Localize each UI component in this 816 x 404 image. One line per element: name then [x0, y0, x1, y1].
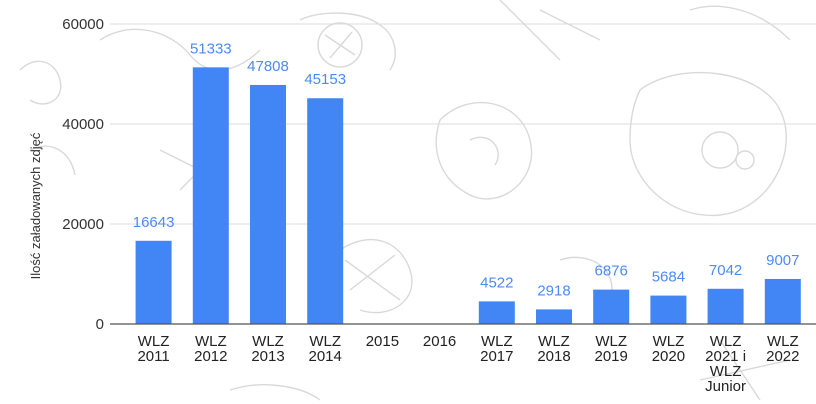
data-label: 16643 — [133, 214, 175, 231]
x-tick-label-line: 2011 — [137, 348, 169, 365]
data-label: 51333 — [190, 40, 232, 57]
x-tick-label-line: WLZ — [309, 333, 341, 350]
y-tick-label: 0 — [96, 316, 104, 333]
x-tick-label-line: 2020 — [652, 348, 685, 365]
x-tick-label-line: 2022 — [766, 348, 799, 365]
x-tick-label-line: WLZ — [195, 333, 227, 350]
x-tick-label: WLZ 2011 — [137, 333, 169, 365]
bar — [650, 295, 687, 324]
bars — [135, 67, 801, 325]
x-tick-label: WLZ 2020 — [652, 333, 685, 365]
x-tick-label: WLZ 2019 — [595, 333, 628, 365]
x-tick-label-line: WLZ — [595, 333, 627, 350]
x-tick-label-line: WLZ — [252, 333, 284, 350]
x-tick-label-line: Junior — [705, 378, 746, 395]
x-tick-label: WLZ 2018 — [537, 333, 570, 365]
x-tick-label: 2015 — [366, 333, 399, 350]
data-labels: 16643 51333 47808 45153 4522 2918 6876 5684 7042… — [133, 40, 800, 299]
data-label: 7042 — [709, 262, 742, 279]
x-tick-label-line: WLZ — [710, 333, 742, 350]
bar — [307, 98, 344, 324]
bar — [478, 301, 515, 324]
bar — [536, 309, 572, 324]
x-tick-label-line: WLZ — [710, 363, 742, 380]
x-tick-label-line: 2021 i — [705, 348, 746, 365]
x-tick-label: WLZ 2013 — [251, 333, 284, 365]
background-doodles — [19, 0, 791, 401]
data-label: 47808 — [247, 58, 289, 75]
x-tick-label: WLZ 2014 — [309, 333, 342, 365]
x-tick-label-line: 2013 — [251, 348, 284, 365]
x-tick-label-line: WLZ — [767, 333, 799, 350]
x-tick-label-line: 2014 — [309, 348, 342, 365]
x-tick-label: WLZ 2021 i WLZ Junior — [705, 333, 746, 395]
x-tick-label-line: WLZ — [481, 333, 513, 350]
x-tick-label-line: 2016 — [423, 333, 456, 350]
data-label: 45153 — [304, 71, 346, 88]
x-tick-label: WLZ 2017 — [480, 333, 513, 365]
x-tick-label-line: 2019 — [595, 348, 628, 365]
x-tick-label: WLZ 2012 — [194, 333, 227, 365]
data-label: 9007 — [766, 252, 799, 269]
bar — [192, 67, 229, 325]
bar — [764, 278, 801, 324]
x-tick-label-line: 2017 — [480, 348, 513, 365]
y-tick-label: 40000 — [62, 116, 104, 133]
y-tick-label: 60000 — [62, 16, 104, 33]
y-axis-label: Ilość załadowanych zdjęć — [28, 132, 43, 279]
y-axis-ticks: 0 20000 40000 60000 — [62, 16, 104, 333]
data-label: 5684 — [652, 269, 685, 286]
x-tick-label-line: WLZ — [538, 333, 570, 350]
x-tick-label-line: WLZ — [138, 333, 170, 350]
bar — [707, 288, 744, 324]
data-label: 4522 — [480, 274, 513, 291]
x-tick-label-line: 2012 — [194, 348, 227, 365]
x-tick-label-line: 2018 — [537, 348, 570, 365]
x-tick-label: 2016 — [423, 333, 456, 350]
data-label: 6876 — [595, 263, 628, 280]
bar — [135, 240, 172, 324]
data-label: 2918 — [537, 282, 570, 299]
x-tick-label: WLZ 2022 — [766, 333, 799, 365]
bar — [250, 84, 286, 325]
y-tick-label: 20000 — [62, 216, 104, 233]
x-tick-label-line: WLZ — [653, 333, 685, 350]
bar — [593, 289, 630, 324]
x-tick-label-line: 2015 — [366, 333, 399, 350]
